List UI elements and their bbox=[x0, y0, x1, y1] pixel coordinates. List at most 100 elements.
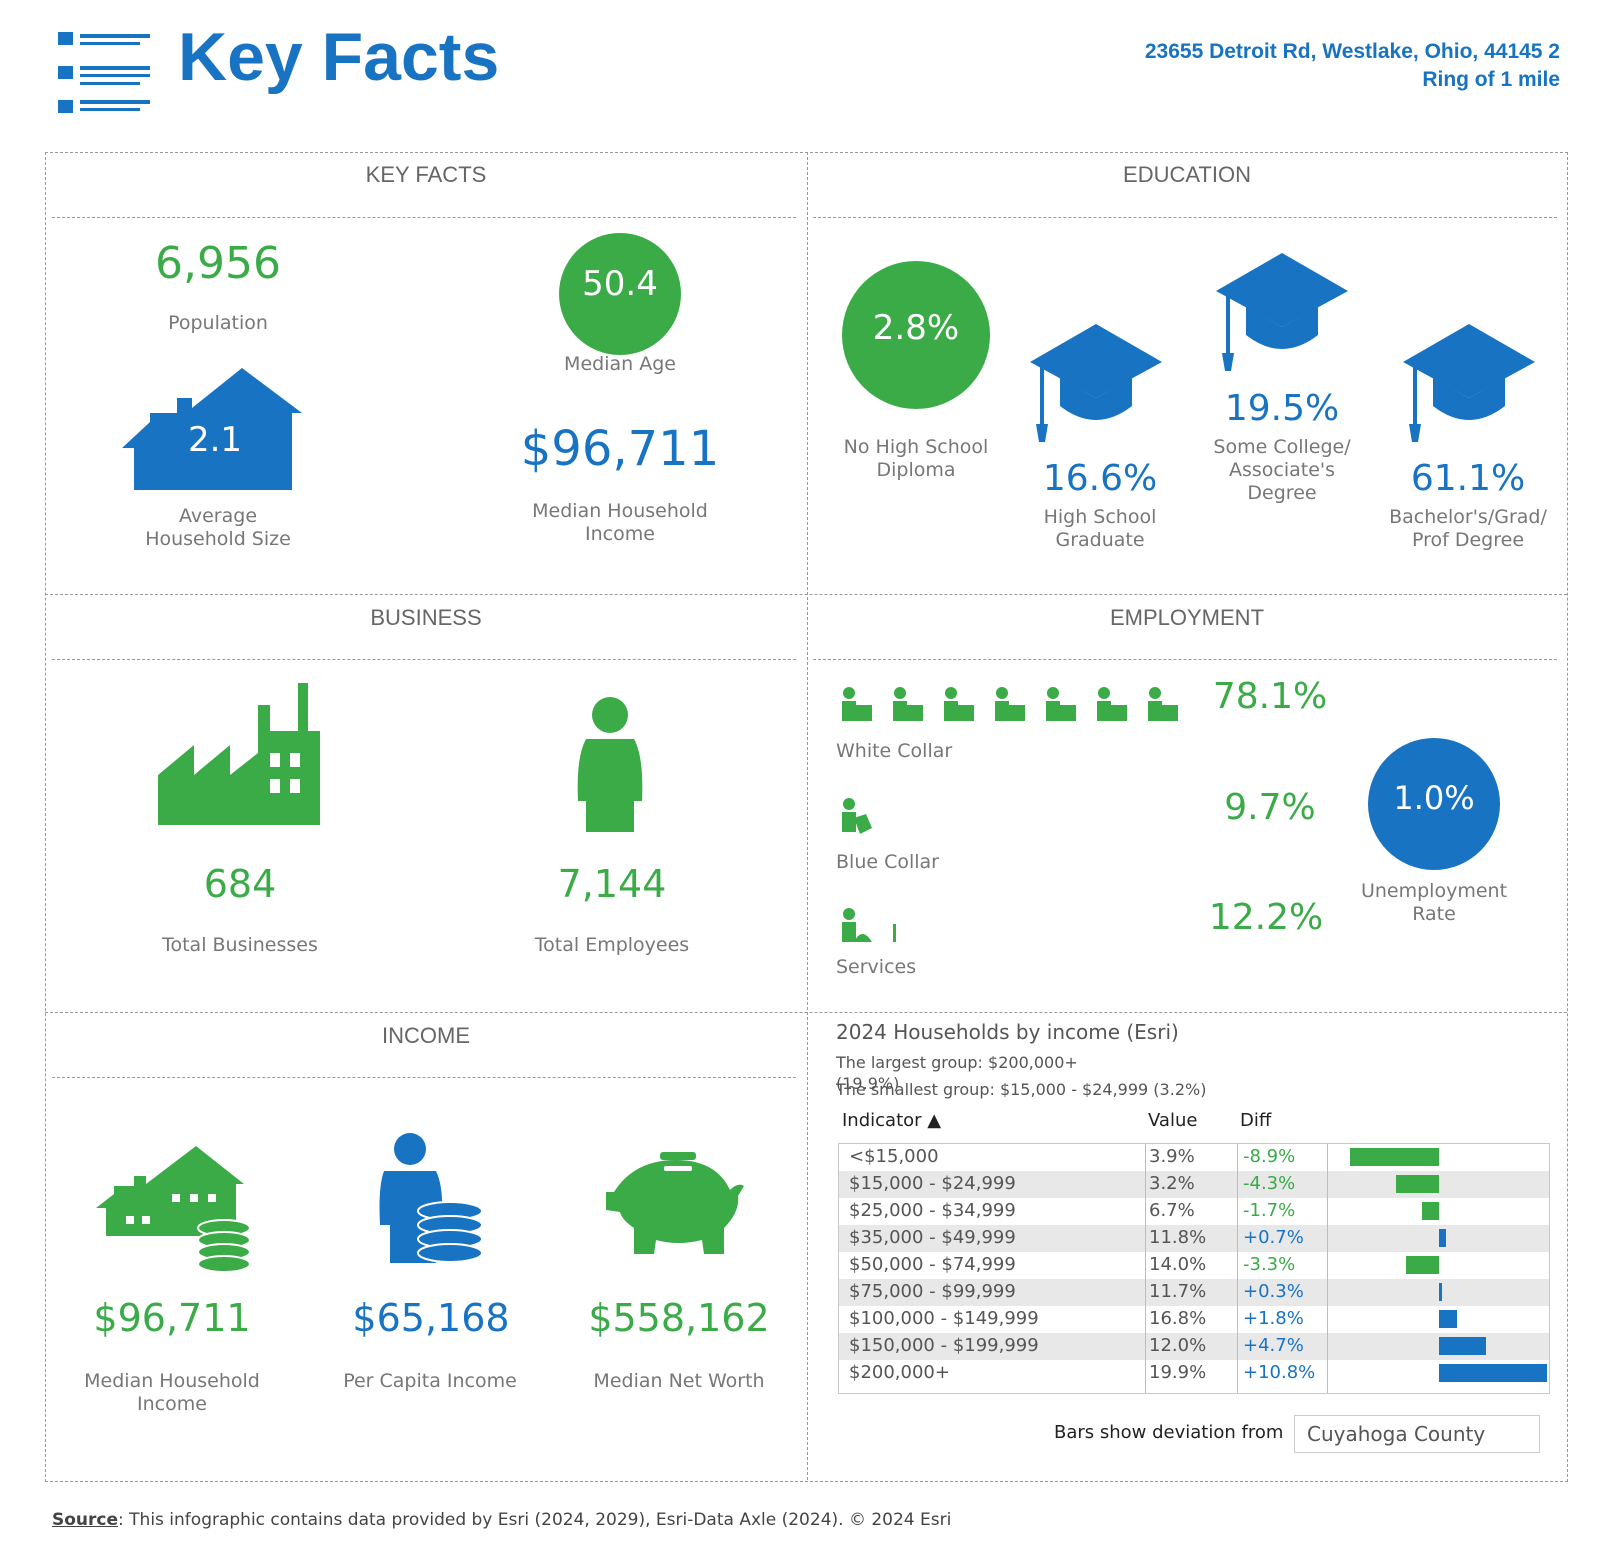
median-hh-income-label-line: Median Household bbox=[84, 1370, 260, 1392]
median-hh-income-label-line: Income bbox=[137, 1393, 207, 1415]
value-cell: 6.7% bbox=[1149, 1200, 1195, 1221]
smallest-group: The smallest group: $15,000 - $24,999 (3… bbox=[836, 1080, 1207, 1099]
deviation-select-value: Cuyahoga County bbox=[1307, 1422, 1486, 1446]
some-college-label: Some College/ Associate's Degree bbox=[1182, 436, 1382, 505]
employment-title: EMPLOYMENT bbox=[1109, 605, 1265, 630]
diff-cell: -4.3% bbox=[1243, 1173, 1296, 1194]
value-cell: 14.0% bbox=[1149, 1254, 1207, 1275]
unemployment-value: 1.0% bbox=[1393, 779, 1475, 817]
indicator-cell: <$15,000 bbox=[849, 1146, 939, 1167]
indicator-cell: $15,000 - $24,999 bbox=[849, 1173, 1016, 1194]
column-header-value[interactable]: Value bbox=[1148, 1110, 1198, 1131]
piggy-bank-icon bbox=[604, 1152, 744, 1256]
no-hs-value: 2.8% bbox=[872, 308, 960, 348]
diff-cell: -1.7% bbox=[1243, 1200, 1296, 1221]
table-col-divider bbox=[1327, 1144, 1328, 1393]
indicator-cell: $150,000 - $199,999 bbox=[849, 1335, 1039, 1356]
row-divider bbox=[45, 594, 1567, 595]
business-title: BUSINESS bbox=[370, 605, 482, 630]
some-college-value: 19.5% bbox=[1224, 388, 1340, 429]
column-header-indicator[interactable]: Indicator ▲ bbox=[842, 1110, 942, 1131]
value-cell: 12.0% bbox=[1149, 1335, 1207, 1356]
graduation-cap-icon bbox=[1030, 324, 1162, 442]
deviation-bar bbox=[1422, 1202, 1439, 1220]
median-income-label-line: Median Household bbox=[532, 500, 708, 522]
section-underline bbox=[813, 217, 1557, 218]
section-underline bbox=[52, 659, 796, 660]
table-col-divider bbox=[1145, 1144, 1146, 1393]
median-income-value: $96,711 bbox=[520, 421, 720, 477]
education-title: EDUCATION bbox=[1123, 162, 1251, 187]
value-cell: 3.9% bbox=[1149, 1146, 1195, 1167]
no-hs-label-line: No High School bbox=[843, 436, 989, 458]
some-college-label-line: Some College/ bbox=[1213, 436, 1351, 458]
services-label: Services bbox=[836, 956, 917, 978]
net-worth-label: Median Net Worth bbox=[593, 1370, 765, 1392]
largest-group-line: The largest group: $200,000+ bbox=[836, 1053, 1078, 1072]
total-businesses-value: 684 bbox=[203, 862, 277, 906]
hs-grad-label: High School Graduate bbox=[1000, 506, 1200, 552]
household-size-value: 2.1 bbox=[187, 420, 243, 460]
population-label: Population bbox=[168, 312, 268, 334]
deviation-select[interactable]: Cuyahoga County bbox=[1294, 1415, 1540, 1453]
deviation-bar bbox=[1439, 1310, 1457, 1328]
hs-grad-label-line: Graduate bbox=[1055, 529, 1145, 551]
deviation-bar bbox=[1439, 1229, 1446, 1247]
diff-cell: +0.7% bbox=[1243, 1227, 1304, 1248]
diff-cell: +1.8% bbox=[1243, 1308, 1304, 1329]
key-facts-title: KEY FACTS bbox=[365, 162, 487, 187]
blue-collar-icon bbox=[840, 798, 876, 836]
unemployment-label-line: Unemployment bbox=[1360, 880, 1508, 902]
graduation-cap-icon bbox=[1216, 253, 1348, 371]
no-hs-label: No High School Diploma bbox=[816, 436, 1016, 482]
table-row: $150,000 - $199,999 12.0% +4.7% bbox=[839, 1333, 1549, 1360]
table-col-divider bbox=[1237, 1144, 1238, 1393]
diff-cell: +4.7% bbox=[1243, 1335, 1304, 1356]
indicator-cell: $200,000+ bbox=[849, 1362, 950, 1383]
population-value: 6,956 bbox=[155, 238, 281, 289]
per-capita-value: $65,168 bbox=[352, 1296, 510, 1340]
section-underline bbox=[52, 1077, 796, 1078]
diff-cell: +10.8% bbox=[1243, 1362, 1316, 1383]
value-cell: 11.7% bbox=[1149, 1281, 1207, 1302]
indicator-cell: $35,000 - $49,999 bbox=[849, 1227, 1016, 1248]
source-label: Source bbox=[52, 1510, 119, 1530]
white-collar-label: White Collar bbox=[836, 740, 953, 762]
value-cell: 11.8% bbox=[1149, 1227, 1207, 1248]
household-size-label: Average Household Size bbox=[118, 505, 318, 551]
indicator-cell: $50,000 - $74,999 bbox=[849, 1254, 1016, 1275]
hs-grad-value: 16.6% bbox=[1042, 458, 1158, 499]
deviation-label: Bars show deviation from bbox=[1054, 1422, 1284, 1443]
median-income-label-line: Income bbox=[585, 523, 655, 545]
services-value: 12.2% bbox=[1208, 897, 1324, 938]
white-collar-value: 78.1% bbox=[1212, 676, 1328, 717]
median-income-label: Median Household Income bbox=[500, 500, 740, 546]
largest-group-line: (19.9%) bbox=[836, 1074, 900, 1093]
household-size-label-line: Household Size bbox=[145, 528, 291, 550]
diff-cell: -3.3% bbox=[1243, 1254, 1296, 1275]
deviation-bar bbox=[1350, 1148, 1439, 1166]
total-employees-value: 7,144 bbox=[557, 862, 667, 906]
table-row: $75,000 - $99,999 11.7% +0.3% bbox=[839, 1279, 1549, 1306]
median-age-label: Median Age bbox=[564, 353, 676, 375]
row-divider bbox=[45, 1012, 1567, 1013]
deviation-bar bbox=[1396, 1175, 1439, 1193]
column-header-diff[interactable]: Diff bbox=[1240, 1110, 1272, 1131]
services-icon bbox=[840, 908, 900, 946]
house-icon bbox=[122, 368, 304, 490]
bachelors-label: Bachelor's/Grad/ Prof Degree bbox=[1368, 506, 1568, 552]
unemployment-circle: 1.0% bbox=[1368, 738, 1500, 870]
bachelors-label-line: Bachelor's/Grad/ bbox=[1389, 506, 1547, 528]
median-age-circle: 50.4 bbox=[559, 233, 681, 355]
hs-grad-label-line: High School bbox=[1043, 506, 1157, 528]
unemployment-label-line: Rate bbox=[1412, 903, 1456, 925]
section-underline bbox=[813, 659, 1557, 660]
value-cell: 3.2% bbox=[1149, 1173, 1195, 1194]
indicator-cell: $100,000 - $149,999 bbox=[849, 1308, 1039, 1329]
median-age-value: 50.4 bbox=[582, 264, 658, 304]
largest-group: The largest group: $200,000+ (19.9%) bbox=[836, 1052, 1116, 1094]
unemployment-label: Unemployment Rate bbox=[1334, 880, 1534, 926]
address-block: 23655 Detroit Rd, Westlake, Ohio, 44145 … bbox=[1145, 38, 1560, 94]
table-row: $15,000 - $24,999 3.2% -4.3% bbox=[839, 1171, 1549, 1198]
net-worth-value: $558,162 bbox=[588, 1296, 770, 1340]
